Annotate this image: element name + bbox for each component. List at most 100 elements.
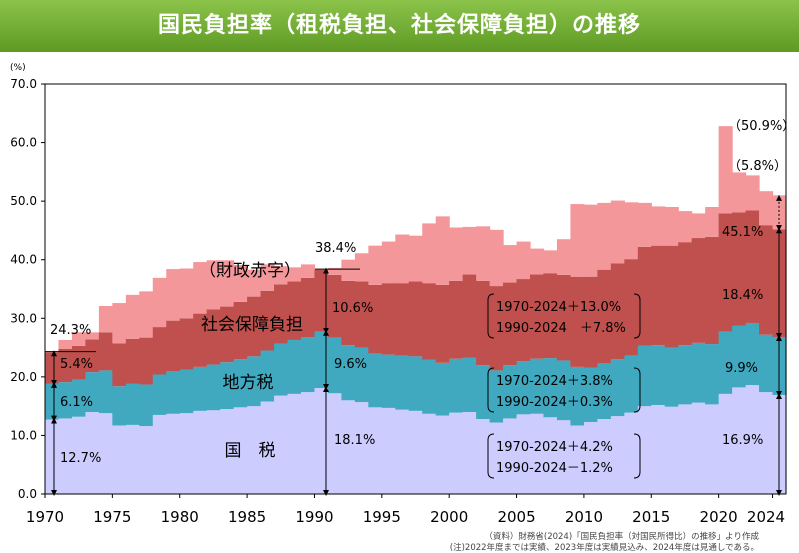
y-tick-label: 20.0 xyxy=(10,370,37,384)
area-segment-2007-s2 xyxy=(543,273,558,359)
area-segment-2000-s1 xyxy=(449,358,464,413)
area-segment-1992-s2 xyxy=(341,280,356,346)
area-segment-1978-s3 xyxy=(152,277,167,328)
area-segment-1988-s0 xyxy=(287,393,302,494)
area-segment-1976-s2 xyxy=(125,338,140,384)
area-segment-1979-s3 xyxy=(166,269,181,321)
label-total-2024: 45.1% xyxy=(722,225,763,240)
area-segment-1987-s2 xyxy=(274,284,289,344)
x-tick-label: 1985 xyxy=(228,508,266,526)
series-label-deficit: （財政赤字） xyxy=(199,261,301,281)
area-segment-2004-s2 xyxy=(503,282,518,366)
area-segment-2000-s0 xyxy=(449,412,464,494)
area-segment-2022-s2 xyxy=(745,210,760,323)
area-segment-1998-s0 xyxy=(422,413,437,494)
area-segment-2004-s1 xyxy=(503,365,518,419)
area-segment-1983-s1 xyxy=(220,362,235,410)
area-segment-1971-s2 xyxy=(58,348,73,383)
area-segment-1972-s1 xyxy=(71,379,87,417)
area-segment-2016-s3 xyxy=(664,207,679,246)
label-ss-2024: 18.4% xyxy=(722,288,763,303)
area-segment-1997-s0 xyxy=(408,410,423,494)
area-segment-2020-s1 xyxy=(718,331,733,394)
area-segment-2018-s3 xyxy=(691,213,706,239)
area-segment-1992-s1 xyxy=(341,345,356,401)
area-segment-2005-s2 xyxy=(516,279,531,362)
area-segment-2020-s0 xyxy=(718,393,733,494)
area-segment-1995-s2 xyxy=(381,283,396,355)
label-deficit-2024: （5.8%） xyxy=(728,159,787,174)
area-segment-1975-s2 xyxy=(112,343,127,387)
label-local-1970: 6.1% xyxy=(60,395,93,410)
change-local-tax-line-1: 1970-2024＋3.8% xyxy=(496,374,613,389)
area-segment-1985-s3 xyxy=(247,269,262,297)
x-tick-label: 2000 xyxy=(430,508,468,526)
change-social-security-left-bracket xyxy=(487,293,495,339)
area-segment-1987-s1 xyxy=(274,343,289,396)
area-segment-2002-s1 xyxy=(476,365,491,420)
area-segment-1989-s3 xyxy=(300,264,316,278)
area-segment-1981-s1 xyxy=(193,366,208,411)
area-segment-1974-s2 xyxy=(98,332,113,371)
x-tick-label: 1990 xyxy=(295,508,333,526)
area-segment-1994-s3 xyxy=(368,245,383,285)
area-segment-1985-s2 xyxy=(247,296,262,357)
area-segment-2023-s0 xyxy=(759,392,774,494)
area-segment-1979-s1 xyxy=(166,371,181,414)
area-segment-2015-s2 xyxy=(651,245,666,346)
area-segment-1978-s2 xyxy=(152,327,167,375)
area-segment-2011-s2 xyxy=(597,269,612,364)
x-tick-label: 1970 xyxy=(26,508,64,526)
change-social-security-line-2: 1990-2024 ＋7.8% xyxy=(496,321,626,336)
area-segment-1995-s3 xyxy=(381,241,396,284)
area-segment-2009-s2 xyxy=(570,276,585,367)
area-segment-1972-s2 xyxy=(71,345,87,380)
area-segment-1979-s0 xyxy=(166,413,181,494)
y-tick-label: 40.0 xyxy=(10,253,37,267)
area-segment-2005-s1 xyxy=(516,361,531,415)
area-segment-2011-s3 xyxy=(597,202,612,270)
area-segment-2018-s0 xyxy=(691,402,706,494)
area-segment-1987-s3 xyxy=(274,266,289,285)
y-tick-label: 0.0 xyxy=(18,487,37,501)
area-segment-2024-s3 xyxy=(772,195,787,230)
area-segment-1993-s0 xyxy=(354,402,369,494)
area-segment-1976-s1 xyxy=(125,383,140,425)
area-segment-2001-s1 xyxy=(462,357,477,412)
area-segment-1977-s2 xyxy=(139,337,154,385)
area-segment-1996-s0 xyxy=(395,409,410,494)
source-note: （資料）財務省(2024)「国民負担率（対国民所得比）の推移」より作成 xyxy=(484,532,759,542)
area-segment-2008-s2 xyxy=(556,274,572,361)
area-segment-1980-s1 xyxy=(179,369,194,414)
area-segment-2010-s0 xyxy=(583,421,598,494)
x-tick-label: 1980 xyxy=(161,508,199,526)
area-segment-2017-s1 xyxy=(678,345,693,405)
area-segment-1985-s1 xyxy=(247,356,262,407)
area-segment-1994-s2 xyxy=(368,284,383,354)
area-segment-1988-s1 xyxy=(287,339,302,394)
area-segment-2001-s2 xyxy=(462,274,477,358)
area-segment-1994-s0 xyxy=(368,407,383,494)
area-segment-2009-s0 xyxy=(570,425,585,494)
area-segment-2010-s1 xyxy=(583,367,598,422)
area-segment-1974-s1 xyxy=(98,370,113,414)
series-label-local-tax: 地方税 xyxy=(223,373,274,393)
label-total-1990: 38.4% xyxy=(315,241,356,256)
area-segment-2017-s0 xyxy=(678,404,693,494)
area-segment-2008-s3 xyxy=(556,239,572,275)
y-tick-label: 10.0 xyxy=(10,428,37,442)
area-segment-1980-s2 xyxy=(179,318,194,370)
area-segment-1998-s1 xyxy=(422,359,437,414)
change-social-security-line-1: 1970-2024＋13.0% xyxy=(496,300,621,315)
x-tick-label: 2020 xyxy=(700,508,738,526)
area-segment-2003-s1 xyxy=(489,370,504,423)
area-segment-2009-s3 xyxy=(570,204,585,277)
x-tick-label: 2005 xyxy=(497,508,535,526)
area-segment-1976-s3 xyxy=(125,294,140,339)
area-segment-1993-s3 xyxy=(354,253,369,282)
area-segment-2005-s0 xyxy=(516,414,531,494)
area-segment-1995-s1 xyxy=(381,354,396,408)
area-segment-1989-s0 xyxy=(300,392,316,494)
area-segment-2003-s2 xyxy=(489,286,504,371)
area-segment-1973-s2 xyxy=(85,339,100,373)
